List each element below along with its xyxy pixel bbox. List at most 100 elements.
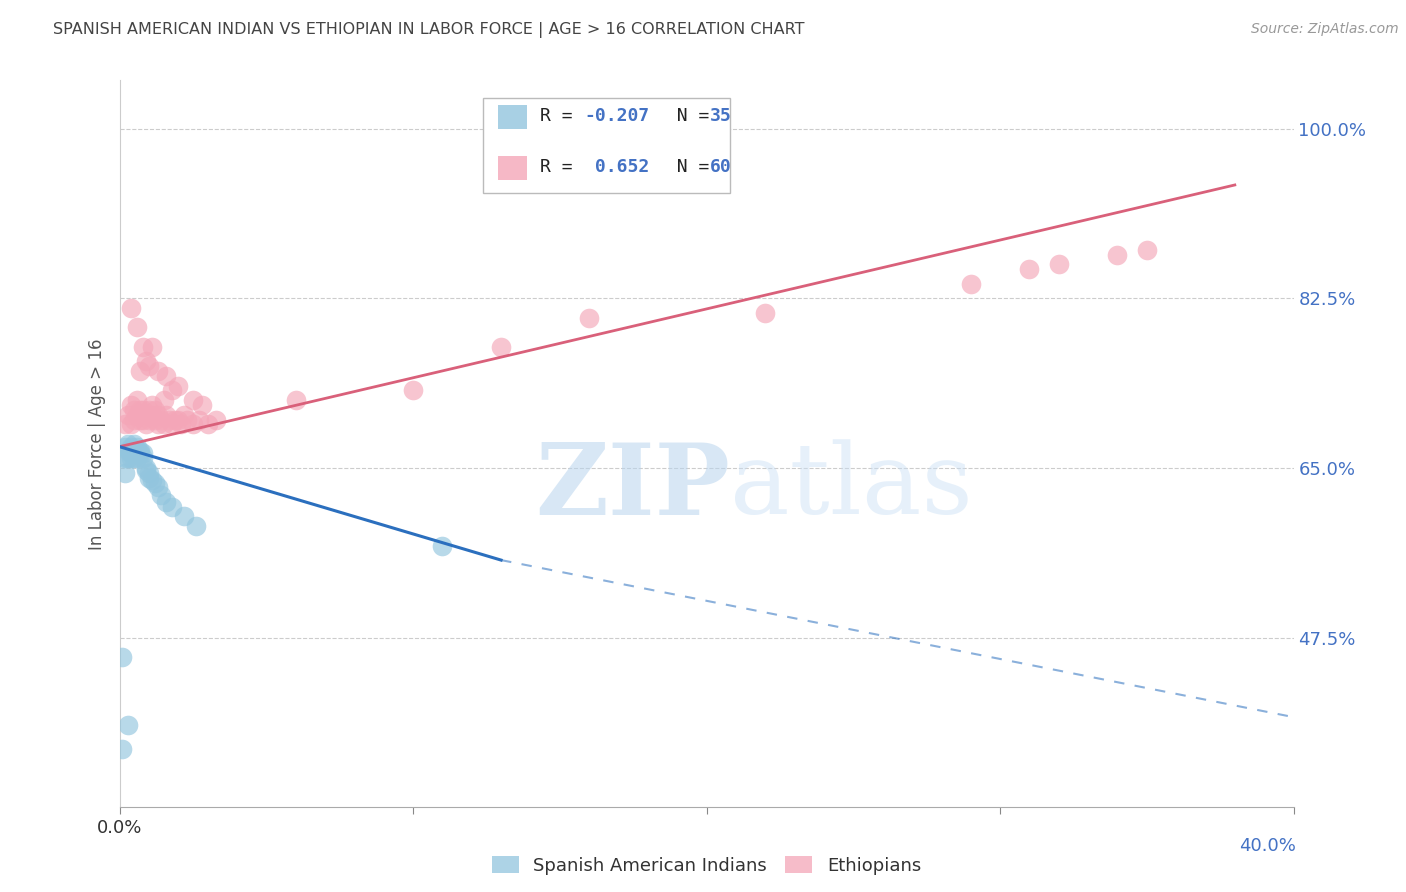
Point bbox=[155, 368, 177, 383]
Point bbox=[141, 408, 163, 422]
Point bbox=[190, 398, 212, 412]
Point bbox=[129, 446, 152, 460]
Point bbox=[1136, 243, 1159, 257]
Point bbox=[127, 393, 149, 408]
Text: N =: N = bbox=[655, 158, 720, 176]
Point bbox=[141, 398, 163, 412]
Point bbox=[1047, 257, 1070, 271]
Point bbox=[135, 417, 157, 432]
Point bbox=[143, 475, 166, 490]
Point bbox=[152, 393, 174, 408]
Point bbox=[143, 412, 166, 426]
Point bbox=[402, 384, 425, 398]
Point bbox=[146, 417, 169, 432]
Point bbox=[138, 466, 160, 480]
Point bbox=[117, 408, 139, 422]
Point bbox=[138, 402, 160, 417]
Bar bbox=[498, 105, 527, 129]
Point bbox=[120, 451, 142, 466]
Point bbox=[117, 451, 139, 466]
FancyBboxPatch shape bbox=[484, 98, 730, 193]
Point bbox=[117, 718, 139, 732]
Point bbox=[111, 742, 134, 756]
Point bbox=[117, 437, 139, 451]
Point bbox=[157, 412, 180, 426]
Text: SPANISH AMERICAN INDIAN VS ETHIOPIAN IN LABOR FORCE | AGE > 16 CORRELATION CHART: SPANISH AMERICAN INDIAN VS ETHIOPIAN IN … bbox=[53, 22, 804, 38]
Point bbox=[138, 412, 160, 426]
Point bbox=[132, 446, 155, 460]
Point bbox=[149, 488, 172, 502]
Point bbox=[141, 473, 163, 487]
Legend: Spanish American Indians, Ethiopians: Spanish American Indians, Ethiopians bbox=[485, 849, 928, 882]
Bar bbox=[498, 156, 527, 180]
Point bbox=[114, 451, 136, 466]
Point bbox=[135, 408, 157, 422]
Point bbox=[205, 412, 228, 426]
Point bbox=[127, 451, 149, 466]
Text: N =: N = bbox=[655, 107, 720, 125]
Text: 40.0%: 40.0% bbox=[1240, 837, 1296, 855]
Point bbox=[114, 440, 136, 454]
Point bbox=[132, 340, 155, 354]
Text: 0.652: 0.652 bbox=[585, 158, 650, 176]
Point bbox=[173, 408, 195, 422]
Point bbox=[120, 417, 142, 432]
Point bbox=[135, 463, 157, 477]
Y-axis label: In Labor Force | Age > 16: In Labor Force | Age > 16 bbox=[89, 338, 107, 549]
Point bbox=[146, 364, 169, 378]
Point bbox=[127, 443, 149, 458]
Point bbox=[122, 412, 145, 426]
Point bbox=[135, 354, 157, 368]
Point bbox=[135, 461, 157, 475]
Point bbox=[117, 443, 139, 458]
Text: Source: ZipAtlas.com: Source: ZipAtlas.com bbox=[1251, 22, 1399, 37]
Point bbox=[122, 402, 145, 417]
Point bbox=[187, 412, 209, 426]
Point bbox=[167, 412, 190, 426]
Point bbox=[129, 402, 152, 417]
Point bbox=[132, 451, 155, 466]
Point bbox=[129, 412, 152, 426]
Point bbox=[122, 442, 145, 456]
Point bbox=[578, 310, 600, 325]
Point bbox=[284, 393, 307, 408]
Point bbox=[162, 500, 184, 514]
Point bbox=[162, 417, 184, 432]
Point bbox=[155, 408, 177, 422]
Point bbox=[138, 471, 160, 485]
Text: 60: 60 bbox=[710, 158, 731, 176]
Point bbox=[138, 359, 160, 374]
Point bbox=[127, 320, 149, 334]
Point bbox=[176, 412, 198, 426]
Point bbox=[1018, 262, 1040, 277]
Point bbox=[197, 417, 219, 432]
Text: R =: R = bbox=[540, 107, 583, 125]
Point bbox=[120, 398, 142, 412]
Point bbox=[170, 417, 193, 432]
Point bbox=[1107, 248, 1129, 262]
Point bbox=[129, 443, 152, 458]
Point bbox=[132, 412, 155, 426]
Point bbox=[127, 440, 149, 454]
Point bbox=[132, 402, 155, 417]
Point bbox=[181, 393, 204, 408]
Point bbox=[152, 417, 174, 432]
Text: 35: 35 bbox=[710, 107, 731, 125]
Text: R =: R = bbox=[540, 158, 583, 176]
Point bbox=[129, 364, 152, 378]
Point bbox=[432, 539, 454, 553]
Point bbox=[120, 301, 142, 315]
Point bbox=[155, 495, 177, 509]
Point bbox=[120, 440, 142, 454]
Point bbox=[122, 437, 145, 451]
Point bbox=[162, 384, 184, 398]
Text: -0.207: -0.207 bbox=[585, 107, 650, 125]
Point bbox=[114, 466, 136, 480]
Point bbox=[165, 412, 187, 426]
Point bbox=[181, 417, 204, 432]
Point bbox=[149, 412, 172, 426]
Text: ZIP: ZIP bbox=[536, 439, 730, 536]
Point bbox=[184, 519, 207, 533]
Point bbox=[111, 650, 134, 665]
Point bbox=[754, 306, 776, 320]
